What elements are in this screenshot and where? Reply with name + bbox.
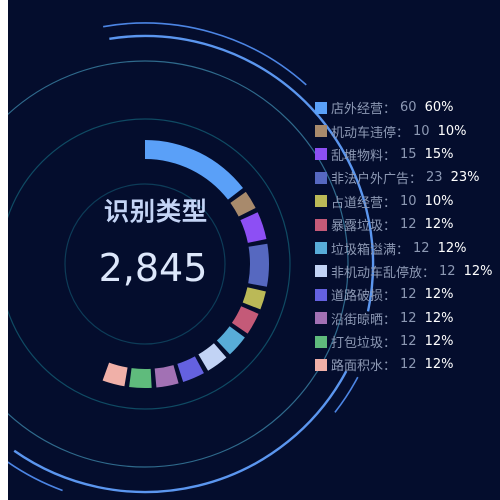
legend-name: 店外经营： [331, 102, 397, 118]
legend-count: 12 [400, 287, 417, 303]
legend-percent: 12% [424, 287, 454, 303]
legend-percent: 60% [424, 100, 454, 116]
donut-segment-2 [230, 191, 256, 217]
legend-name: 非机动车乱停放： [331, 265, 436, 281]
legend-count: 12 [413, 240, 430, 256]
legend-swatch [315, 288, 327, 301]
donut-chart [8, 22, 375, 494]
legend-count: 12 [400, 310, 417, 326]
legend-name: 占道经营： [331, 195, 397, 211]
legend-swatch [315, 148, 327, 161]
legend-swatch [315, 195, 327, 208]
legend-percent: 12% [424, 334, 454, 350]
donut-segment-3 [240, 212, 267, 243]
donut-segment-5 [242, 287, 266, 310]
legend-count: 15 [400, 146, 417, 162]
legend-item[interactable]: 非机动车乱停放： 12 12% [315, 260, 500, 283]
legend-count: 10 [400, 193, 417, 209]
legend-percent: 12% [424, 357, 454, 373]
legend-item[interactable]: 占道经营： 10 10% [315, 190, 500, 213]
legend-name: 乱堆物料： [331, 148, 397, 164]
legend-count: 12 [400, 217, 417, 233]
legend-swatch [315, 265, 327, 278]
legend-name: 非法户外广告： [331, 172, 423, 188]
legend-swatch [315, 358, 327, 371]
middle-ring [8, 118, 291, 410]
outer-arc-2 [103, 22, 307, 86]
legend-item[interactable]: 打包垃圾： 12 12% [315, 330, 500, 353]
legend-swatch [315, 101, 327, 114]
legend-name: 垃圾箱溢满： [331, 242, 410, 258]
outer-arc-0 [109, 34, 375, 312]
legend-swatch [315, 218, 327, 231]
outer-arc-4 [8, 461, 63, 492]
inner-ring [64, 183, 226, 345]
outer-arc-1 [13, 370, 348, 494]
legend-count: 12 [400, 357, 417, 373]
legend-percent: 12% [437, 240, 467, 256]
donut-segment-8 [198, 343, 227, 371]
legend-count: 12 [400, 334, 417, 350]
legend-percent: 15% [424, 146, 454, 162]
donut-segment-12 [102, 362, 128, 387]
legend-item[interactable]: 垃圾箱溢满： 12 12% [315, 236, 500, 259]
donut-segment-10 [154, 365, 179, 388]
legend-name: 道路破损： [331, 289, 397, 305]
legend-swatch [315, 171, 327, 184]
legend-swatch [315, 335, 327, 348]
legend-item[interactable]: 机动车违停： 10 10% [315, 119, 500, 142]
legend-percent: 10% [437, 123, 467, 139]
legend-item[interactable]: 沿街晾晒： 12 12% [315, 307, 500, 330]
chart-panel: 识别类型 2,845 店外经营： 60 60% 机动车违停： 10 10% 乱堆物料： 15 1… [8, 0, 500, 500]
legend-item[interactable]: 暴露垃圾： 12 12% [315, 213, 500, 236]
donut-segment-9 [177, 356, 204, 382]
legend-percent: 12% [424, 310, 454, 326]
legend-swatch [315, 242, 327, 255]
legend-percent: 10% [424, 193, 454, 209]
donut-segment-7 [216, 326, 245, 355]
chart-legend: 店外经营： 60 60% 机动车违停： 10 10% 乱堆物料： 15 15% 非法户外广告： 23… [315, 96, 500, 377]
legend-count: 10 [413, 123, 430, 139]
legend-percent: 23% [450, 170, 480, 186]
legend-percent: 12% [463, 263, 493, 279]
donut-segment-1 [145, 140, 244, 200]
outer-ring [8, 60, 349, 468]
donut-segment-11 [129, 368, 152, 388]
outer-arc-3 [334, 376, 359, 413]
legend-item[interactable]: 非法户外广告： 23 23% [315, 166, 500, 189]
chart-title: 识别类型 [103, 197, 208, 226]
legend-name: 沿街晾晒： [331, 312, 397, 328]
legend-count: 23 [426, 170, 443, 186]
legend-count: 60 [400, 100, 417, 116]
legend-swatch [315, 312, 327, 325]
legend-name: 暴露垃圾： [331, 219, 397, 235]
legend-item[interactable]: 路面积水： 12 12% [315, 353, 500, 376]
legend-item[interactable]: 店外经营： 60 60% [315, 96, 500, 119]
total-count: 2,845 [98, 246, 208, 290]
legend-percent: 12% [424, 217, 454, 233]
legend-name: 打包垃圾： [331, 336, 397, 352]
donut-segment-4 [248, 243, 269, 287]
legend-swatch [315, 125, 327, 138]
donut-segment-6 [231, 306, 259, 334]
legend-name: 路面积水： [331, 359, 397, 375]
legend-count: 12 [439, 263, 456, 279]
legend-item[interactable]: 道路破损： 12 12% [315, 283, 500, 306]
legend-item[interactable]: 乱堆物料： 15 15% [315, 143, 500, 166]
legend-name: 机动车违停： [331, 125, 410, 141]
